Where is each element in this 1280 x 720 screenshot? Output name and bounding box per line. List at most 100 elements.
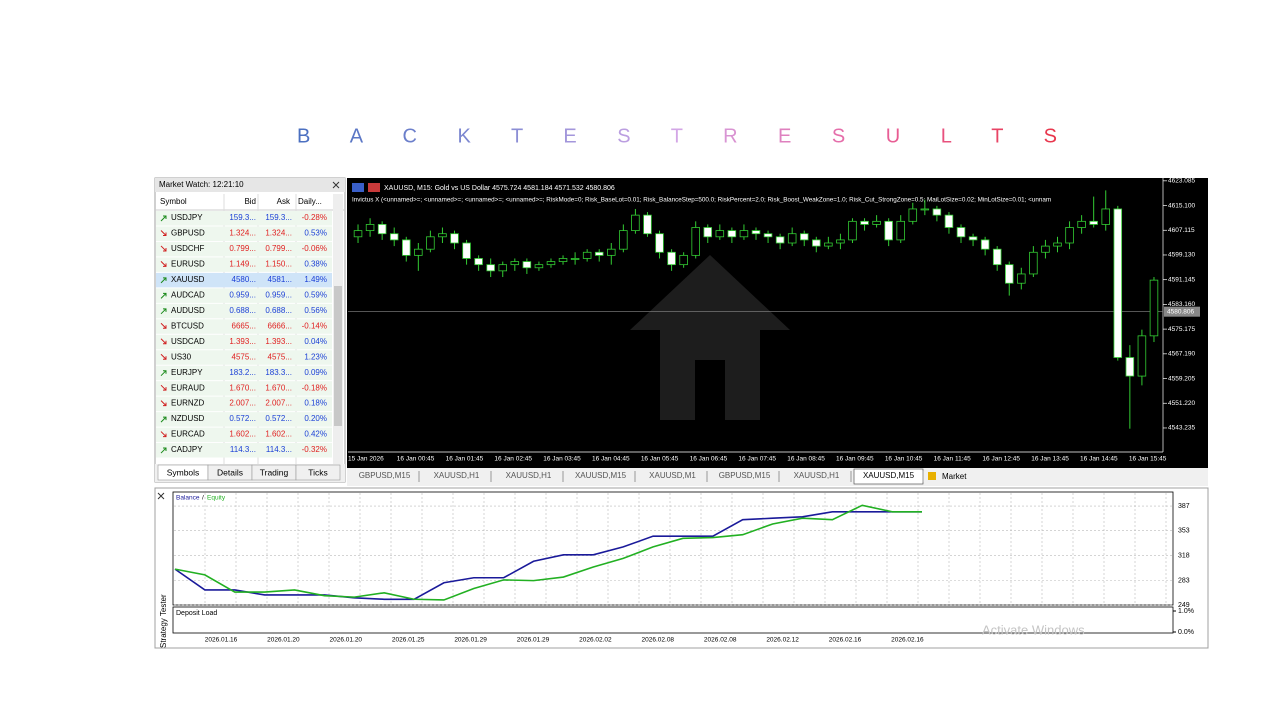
chart-tab-label[interactable]: XAUUSD,H1 <box>506 471 552 480</box>
candle-body <box>1149 279 1159 337</box>
candle-body <box>534 264 544 269</box>
chart-tab-label[interactable]: GBPUSD,M15 <box>359 471 411 480</box>
chart-tab[interactable] <box>422 469 491 484</box>
candle-body <box>450 233 459 244</box>
current-price-label: 4580.806 <box>1167 308 1194 315</box>
time-label: 16 Jan 02:45 <box>494 456 532 463</box>
candle-body <box>474 258 483 266</box>
time-label: 16 Jan 07:45 <box>738 456 776 463</box>
price-tick-label: 4615.100 <box>1168 202 1195 209</box>
symbol: EURAUD <box>171 383 205 392</box>
row-background[interactable] <box>156 319 332 334</box>
date-label: 2026.02.12 <box>766 637 799 644</box>
row-background[interactable] <box>156 303 332 319</box>
time-label: 16 Jan 13:45 <box>1031 456 1069 463</box>
daily-change: 0.04% <box>304 337 327 346</box>
row-background[interactable] <box>156 334 332 350</box>
indicator-params: Invictus X (<unnamed>=; <unnamed>=; <unn… <box>352 197 1051 204</box>
row-background[interactable] <box>156 241 332 257</box>
candle-body <box>1125 357 1135 377</box>
balance-tick-label: 318 <box>1178 552 1190 559</box>
bid: 1.149... <box>229 260 256 269</box>
row-background[interactable] <box>156 427 332 443</box>
candle-body <box>462 242 471 259</box>
candle-body <box>1041 245 1050 253</box>
price-tick-label: 4607.115 <box>1168 227 1195 234</box>
row-background[interactable] <box>156 211 332 226</box>
bid: 6665... <box>232 321 256 330</box>
candle-body <box>389 233 399 241</box>
candle-body <box>594 251 604 256</box>
tab[interactable] <box>295 464 341 481</box>
row-background[interactable] <box>156 272 332 288</box>
column-header: Symbol <box>160 197 187 206</box>
candle-body <box>1017 273 1026 284</box>
chart-tab[interactable] <box>350 469 419 484</box>
row-background[interactable] <box>156 257 332 272</box>
chart-tab[interactable] <box>782 469 851 484</box>
tab-label[interactable]: Ticks <box>308 467 328 477</box>
tab-label[interactable]: Trading <box>260 467 289 477</box>
legend-separator: / <box>202 495 204 502</box>
bid: 4575... <box>232 352 256 361</box>
close-button[interactable] <box>332 181 340 189</box>
flag-icon <box>368 183 380 192</box>
legend-balance: Balance <box>176 495 200 502</box>
scroll-thumb[interactable] <box>334 286 342 426</box>
bid: 1.393... <box>229 337 256 346</box>
tab-label[interactable]: Details <box>217 467 243 477</box>
chart-tab[interactable] <box>566 469 635 484</box>
candle-body <box>812 239 821 247</box>
time-label: 16 Jan 10:45 <box>885 456 923 463</box>
row-background[interactable] <box>156 350 332 365</box>
candle-body <box>1113 208 1123 358</box>
time-label: 16 Jan 06:45 <box>690 456 728 463</box>
direction-arrow <box>160 416 167 423</box>
date-label: 2026.01.29 <box>454 637 487 644</box>
chart-tab-label[interactable]: GBPUSD,M15 <box>719 471 771 480</box>
row-background[interactable] <box>156 365 332 381</box>
chart-tab-label[interactable]: XAUUSD,M15 <box>863 471 915 480</box>
market-watch-header <box>155 178 345 192</box>
ask: 2.007... <box>265 399 292 408</box>
candle-body <box>631 214 640 232</box>
daily-change: -0.06% <box>302 244 327 253</box>
time-label: 16 Jan 04:45 <box>592 456 630 463</box>
symbol: AUDCAD <box>171 290 205 299</box>
row-background[interactable] <box>156 412 332 427</box>
time-label: 16 Jan 00:45 <box>397 456 435 463</box>
chart-tab[interactable] <box>710 469 779 484</box>
deposit-tick-label: 1.0% <box>1178 608 1194 615</box>
chart-tab-label[interactable]: XAUUSD,M15 <box>575 471 627 480</box>
market-tab-label[interactable]: Market <box>942 472 967 481</box>
row-background[interactable] <box>156 396 332 412</box>
chart-tab[interactable] <box>638 469 707 484</box>
chart-tab-label[interactable]: XAUUSD,H1 <box>434 471 480 480</box>
symbol: EURNZD <box>171 399 205 408</box>
candle-body <box>510 261 520 266</box>
date-label: 2026.02.08 <box>642 637 675 644</box>
date-label: 2026.02.08 <box>704 637 737 644</box>
symbol: NZDUSD <box>171 414 205 423</box>
chart-tab-label[interactable]: XAUUSD,M1 <box>649 471 696 480</box>
tab-label[interactable]: Symbols <box>167 467 200 477</box>
candle-body <box>522 261 532 269</box>
candle-body <box>691 227 700 256</box>
chart-tab[interactable] <box>494 469 563 484</box>
ask: 6666... <box>268 321 292 330</box>
row-background[interactable] <box>156 226 332 241</box>
candle-body <box>992 248 1002 266</box>
time-label: 15 Jan 2026 <box>348 456 384 463</box>
row-background[interactable] <box>156 288 332 303</box>
direction-arrow <box>160 353 167 360</box>
market-watch-title: Market Watch: 12:21:10 <box>159 180 244 189</box>
candle-body <box>739 230 749 238</box>
row-background[interactable] <box>156 443 332 458</box>
row-background[interactable] <box>156 381 332 396</box>
candle-body <box>848 220 857 241</box>
close-button[interactable] <box>157 492 165 500</box>
symbol: AUDUSD <box>171 306 205 315</box>
candle-body <box>1101 208 1110 225</box>
daily-change: 1.23% <box>304 352 327 361</box>
chart-tab-label[interactable]: XAUUSD,H1 <box>794 471 840 480</box>
